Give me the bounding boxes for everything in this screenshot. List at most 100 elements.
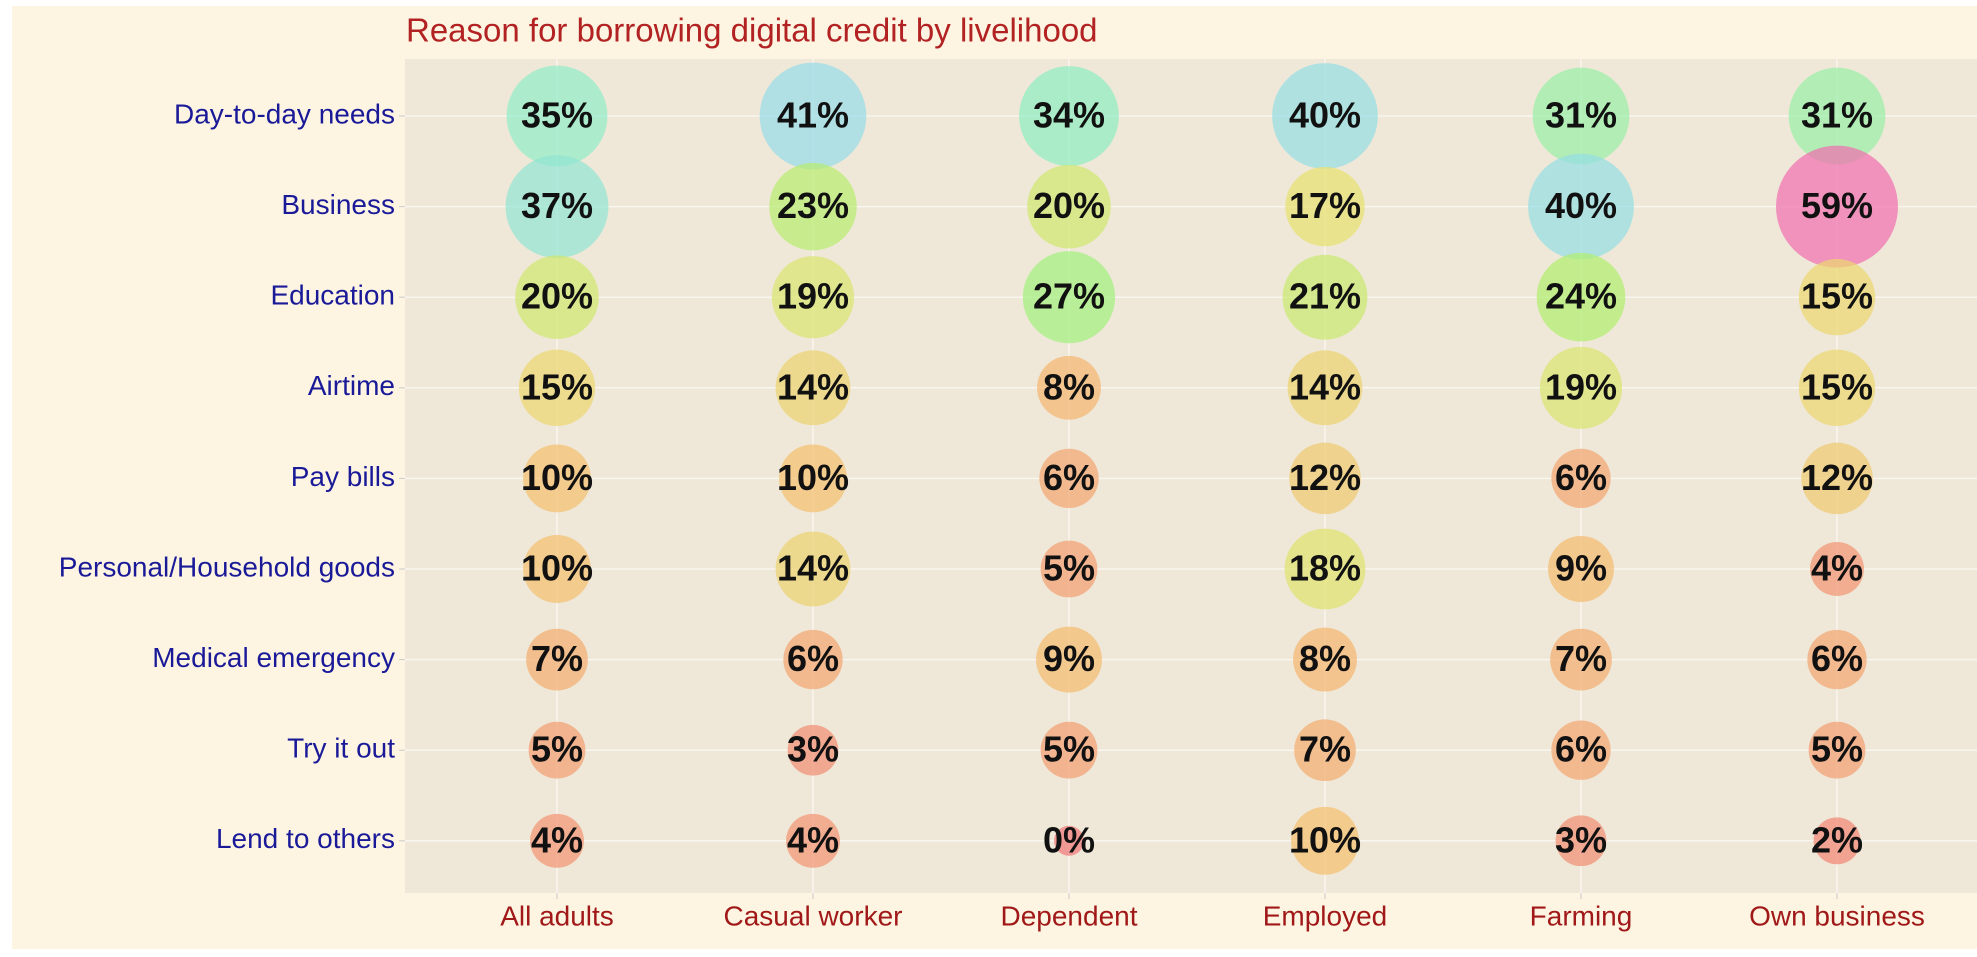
- bubble: [1040, 721, 1098, 779]
- bubble: [1285, 166, 1365, 247]
- data-label: 7%: [531, 638, 583, 679]
- bubble: [1810, 542, 1864, 596]
- chart-title: Reason for borrowing digital credit by l…: [406, 12, 1098, 49]
- panel: [405, 59, 1977, 893]
- data-label: 15%: [1801, 276, 1873, 317]
- bubble: [1294, 719, 1356, 782]
- data-label: 14%: [1289, 366, 1361, 407]
- bubble: [1532, 67, 1630, 165]
- bubble: [1054, 825, 1084, 856]
- data-label: 15%: [1801, 366, 1873, 407]
- bubble: [1550, 628, 1612, 691]
- bubble: [1801, 442, 1873, 515]
- bubble: [1040, 540, 1098, 598]
- bubble: [1551, 448, 1611, 509]
- x-tick-label: Casual worker: [724, 900, 903, 931]
- data-label: 0%: [1043, 819, 1095, 860]
- bubble: [1289, 442, 1361, 515]
- data-label: 59%: [1801, 185, 1873, 226]
- bubble: [1027, 164, 1111, 249]
- data-label: 10%: [521, 548, 593, 589]
- y-tick-label: Business: [281, 189, 395, 220]
- bubble: [523, 535, 591, 603]
- data-label: 17%: [1289, 185, 1361, 226]
- data-label: 19%: [1545, 366, 1617, 407]
- data-label: 41%: [777, 95, 849, 136]
- data-label: 31%: [1545, 95, 1617, 136]
- x-tick-label: All adults: [500, 900, 614, 931]
- x-tick-label: Dependent: [1000, 900, 1137, 931]
- data-label: 40%: [1545, 185, 1617, 226]
- data-label: 21%: [1289, 276, 1361, 317]
- data-label: 10%: [521, 457, 593, 498]
- bubble: [1539, 346, 1623, 429]
- bubble: [515, 255, 599, 339]
- data-label: 6%: [1811, 638, 1863, 679]
- data-label: 4%: [787, 819, 839, 860]
- x-tick-label: Own business: [1749, 900, 1925, 931]
- data-label: 27%: [1033, 276, 1105, 317]
- bubble: [1037, 355, 1101, 420]
- data-label: 14%: [777, 366, 849, 407]
- data-label: 15%: [521, 366, 593, 407]
- bubble: [1788, 67, 1886, 165]
- y-tick-label: Day-to-day needs: [174, 98, 395, 129]
- bubble: [1293, 627, 1357, 692]
- y-tick-label: Medical emergency: [152, 642, 395, 673]
- bubble: [1776, 145, 1898, 268]
- data-label: 6%: [787, 638, 839, 679]
- data-label: 40%: [1289, 95, 1361, 136]
- bubble: [1807, 629, 1867, 690]
- data-label: 6%: [1555, 457, 1607, 498]
- bubble: [528, 721, 586, 779]
- y-tick-label: Airtime: [308, 370, 395, 401]
- bubble: [769, 162, 857, 251]
- data-label: 4%: [1811, 548, 1863, 589]
- bubble: [1291, 806, 1359, 875]
- bubble: [1798, 349, 1876, 426]
- bubble: [1287, 350, 1363, 426]
- bubble: [1813, 817, 1861, 865]
- bubble: [526, 628, 588, 691]
- bubble: [1272, 63, 1378, 169]
- data-label: 34%: [1033, 95, 1105, 136]
- x-tick-label: Employed: [1263, 900, 1388, 931]
- y-tick-label: Pay bills: [291, 461, 395, 492]
- data-label: 31%: [1801, 95, 1873, 136]
- bubble: [775, 531, 851, 607]
- data-label: 5%: [1043, 729, 1095, 770]
- bubble: [1528, 153, 1634, 260]
- data-label: 8%: [1043, 366, 1095, 407]
- data-label: 10%: [1289, 819, 1361, 860]
- bubble: [1282, 254, 1368, 340]
- data-label: 20%: [1033, 185, 1105, 226]
- y-tick-label: Education: [270, 280, 395, 311]
- bubble: [1798, 259, 1876, 336]
- data-label: 19%: [777, 276, 849, 317]
- bubble: [1284, 528, 1366, 610]
- bubble: [1019, 66, 1119, 166]
- y-tick-label: Personal/Household goods: [59, 551, 395, 582]
- bubble: [783, 629, 843, 690]
- bubble: [1022, 251, 1116, 344]
- data-label: 3%: [787, 729, 839, 770]
- bubble: [1555, 815, 1607, 867]
- data-label: 18%: [1289, 548, 1361, 589]
- bubble: [523, 444, 591, 513]
- bubble: [1551, 720, 1611, 780]
- data-label: 10%: [777, 457, 849, 498]
- data-label: 2%: [1811, 819, 1863, 860]
- bubble: [1039, 448, 1099, 509]
- data-label: 5%: [1811, 729, 1863, 770]
- data-label: 7%: [1299, 729, 1351, 770]
- bubble: [530, 813, 584, 868]
- data-label: 20%: [521, 276, 593, 317]
- bubble: [779, 444, 847, 513]
- bubble: [1036, 626, 1102, 693]
- data-label: 14%: [777, 548, 849, 589]
- bubble: [505, 155, 609, 259]
- bubble: [1548, 536, 1614, 602]
- bubble: [759, 62, 867, 170]
- bubble: [771, 256, 855, 339]
